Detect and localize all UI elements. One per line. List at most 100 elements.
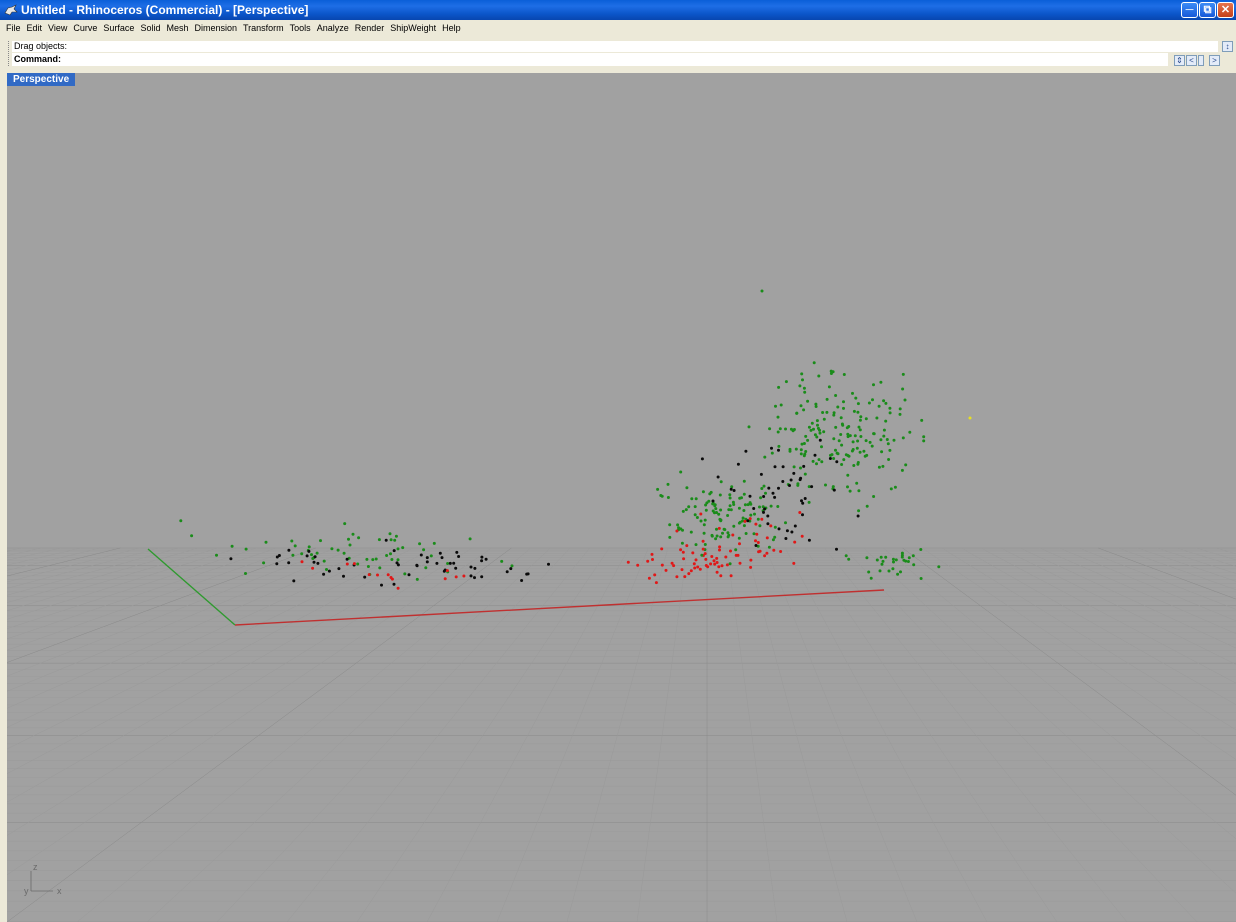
point-green[interactable] bbox=[728, 493, 732, 497]
point-green[interactable] bbox=[875, 416, 879, 420]
point-green[interactable] bbox=[825, 410, 829, 414]
point-green[interactable] bbox=[865, 504, 869, 508]
point-green[interactable] bbox=[900, 553, 904, 557]
point-green[interactable] bbox=[394, 534, 398, 538]
point-green[interactable] bbox=[884, 401, 888, 405]
point-green[interactable] bbox=[695, 516, 699, 519]
point-black[interactable] bbox=[762, 510, 765, 514]
point-black[interactable] bbox=[457, 555, 461, 558]
point-green[interactable] bbox=[899, 570, 902, 574]
point-red[interactable] bbox=[646, 559, 650, 563]
point-green[interactable] bbox=[746, 503, 750, 507]
point-green[interactable] bbox=[892, 438, 896, 442]
point-green[interactable] bbox=[684, 508, 688, 512]
point-green[interactable] bbox=[807, 485, 811, 489]
point-black[interactable] bbox=[392, 582, 396, 586]
point-green[interactable] bbox=[822, 430, 826, 434]
point-green[interactable] bbox=[728, 496, 732, 500]
point-green[interactable] bbox=[892, 560, 895, 564]
point-red[interactable] bbox=[692, 562, 696, 566]
point-green[interactable] bbox=[901, 436, 905, 440]
point-red[interactable] bbox=[683, 575, 687, 579]
point-green[interactable] bbox=[809, 428, 813, 432]
point-green[interactable] bbox=[262, 561, 266, 565]
point-green[interactable] bbox=[898, 407, 902, 411]
point-black[interactable] bbox=[452, 561, 456, 565]
point-green[interactable] bbox=[818, 431, 822, 435]
point-green[interactable] bbox=[820, 445, 823, 449]
point-green[interactable] bbox=[742, 524, 746, 528]
point-red[interactable] bbox=[653, 573, 657, 577]
point-green[interactable] bbox=[829, 453, 832, 457]
point-black[interactable] bbox=[700, 457, 704, 461]
point-red[interactable] bbox=[691, 551, 695, 555]
point-black[interactable] bbox=[505, 570, 509, 574]
point-black[interactable] bbox=[771, 491, 775, 495]
point-black[interactable] bbox=[784, 537, 788, 540]
point-green[interactable] bbox=[841, 423, 845, 427]
point-green[interactable] bbox=[760, 289, 764, 293]
point-green[interactable] bbox=[900, 468, 904, 472]
point-red[interactable] bbox=[636, 563, 640, 567]
point-black[interactable] bbox=[801, 501, 805, 505]
point-red[interactable] bbox=[682, 557, 686, 561]
point-green[interactable] bbox=[343, 522, 347, 526]
menu-item-view[interactable]: View bbox=[48, 23, 68, 33]
point-green[interactable] bbox=[879, 555, 883, 559]
point-green[interactable] bbox=[681, 528, 684, 532]
point-red[interactable] bbox=[698, 567, 702, 571]
point-green[interactable] bbox=[807, 500, 811, 504]
point-green[interactable] bbox=[668, 535, 672, 539]
point-black[interactable] bbox=[275, 562, 279, 566]
point-green[interactable] bbox=[937, 565, 941, 569]
point-green[interactable] bbox=[817, 374, 821, 378]
command-next-button[interactable]: > bbox=[1209, 55, 1220, 66]
point-green[interactable] bbox=[687, 505, 691, 509]
point-green[interactable] bbox=[834, 425, 838, 429]
point-green[interactable] bbox=[807, 425, 811, 429]
point-red[interactable] bbox=[651, 558, 654, 561]
point-red[interactable] bbox=[626, 560, 630, 564]
point-green[interactable] bbox=[812, 427, 815, 431]
point-green[interactable] bbox=[880, 562, 884, 566]
point-green[interactable] bbox=[744, 532, 748, 535]
point-green[interactable] bbox=[846, 454, 850, 457]
point-green[interactable] bbox=[371, 558, 375, 562]
point-green[interactable] bbox=[919, 577, 923, 580]
point-green[interactable] bbox=[804, 434, 808, 438]
point-green[interactable] bbox=[829, 369, 833, 373]
point-black[interactable] bbox=[729, 487, 733, 491]
point-green[interactable] bbox=[348, 543, 352, 547]
point-red[interactable] bbox=[701, 547, 705, 551]
point-green[interactable] bbox=[922, 435, 926, 439]
point-green[interactable] bbox=[656, 487, 660, 491]
point-green[interactable] bbox=[814, 402, 818, 406]
point-black[interactable] bbox=[773, 465, 777, 469]
point-red[interactable] bbox=[650, 552, 654, 556]
point-black[interactable] bbox=[415, 563, 419, 567]
point-black[interactable] bbox=[789, 478, 793, 482]
point-green[interactable] bbox=[802, 442, 806, 445]
point-green[interactable] bbox=[758, 505, 761, 509]
point-green[interactable] bbox=[773, 535, 777, 539]
point-black[interactable] bbox=[818, 438, 822, 442]
point-black[interactable] bbox=[746, 519, 750, 523]
point-green[interactable] bbox=[856, 462, 860, 466]
point-green[interactable] bbox=[919, 548, 923, 551]
point-black[interactable] bbox=[752, 507, 756, 510]
menu-item-transform[interactable]: Transform bbox=[243, 23, 284, 33]
point-green[interactable] bbox=[875, 558, 879, 562]
point-green[interactable] bbox=[734, 548, 738, 552]
point-black[interactable] bbox=[292, 579, 296, 583]
point-black[interactable] bbox=[793, 524, 797, 528]
point-green[interactable] bbox=[844, 554, 848, 558]
point-green[interactable] bbox=[891, 567, 895, 571]
point-green[interactable] bbox=[429, 554, 433, 558]
point-black[interactable] bbox=[798, 478, 802, 482]
point-green[interactable] bbox=[681, 509, 685, 513]
point-black[interactable] bbox=[777, 448, 780, 452]
point-green[interactable] bbox=[727, 508, 731, 512]
point-red[interactable] bbox=[664, 568, 668, 572]
point-green[interactable] bbox=[851, 448, 855, 451]
point-green[interactable] bbox=[810, 421, 814, 425]
